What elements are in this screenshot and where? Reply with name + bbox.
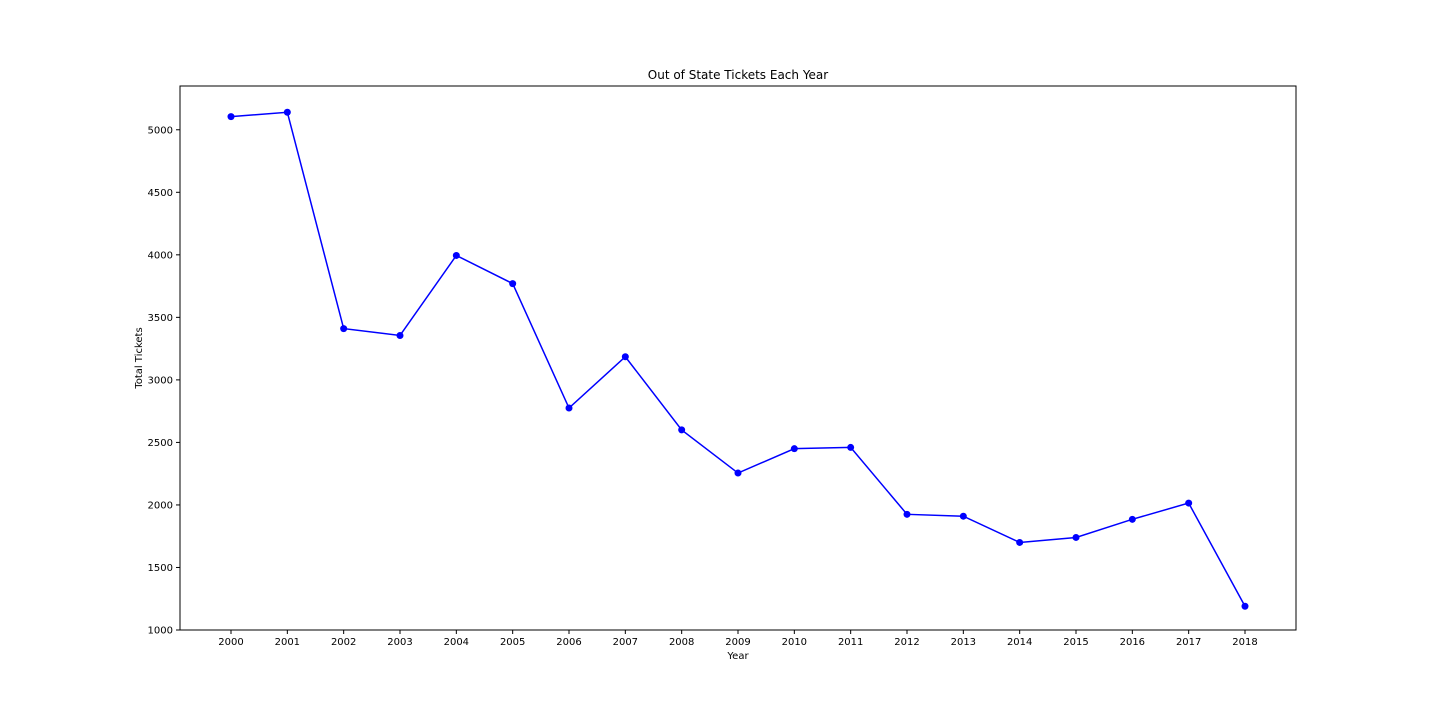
x-tick-label: 2012 [894, 637, 919, 648]
chart-title: Out of State Tickets Each Year [648, 68, 829, 82]
x-tick-label: 2001 [275, 637, 300, 648]
x-tick-label: 2004 [444, 637, 469, 648]
x-tick-label: 2018 [1232, 637, 1257, 648]
x-tick-label: 2010 [782, 637, 807, 648]
x-tick-label: 2014 [1007, 637, 1032, 648]
y-axis-ticks: 1000 1500 2000 2500 3000 3500 4000 4500 5000 [148, 125, 180, 637]
data-point-2017 [1185, 499, 1193, 507]
x-tick-label: 2013 [951, 637, 976, 648]
y-tick-label: 1500 [148, 563, 173, 574]
data-point-2018 [1241, 602, 1249, 610]
data-point-2012 [903, 510, 911, 518]
x-tick-label: 2008 [669, 637, 694, 648]
x-tick-label: 2007 [613, 637, 638, 648]
y-tick-label: 1000 [148, 626, 173, 637]
y-tick-label: 2000 [148, 500, 173, 511]
x-tick-label: 2016 [1120, 637, 1145, 648]
data-point-2010 [790, 445, 798, 453]
data-point-2002 [340, 325, 348, 333]
y-axis-label: Total Tickets [134, 327, 145, 389]
x-tick-label: 2006 [556, 637, 581, 648]
data-point-2011 [847, 443, 855, 451]
x-tick-label: 2000 [218, 637, 243, 648]
y-tick-label: 5000 [148, 125, 173, 136]
data-point-2015 [1072, 533, 1080, 541]
y-tick-label: 4000 [148, 250, 173, 261]
data-point-2009 [734, 469, 742, 477]
y-tick-label: 4500 [148, 188, 173, 199]
y-tick-label: 3500 [148, 313, 173, 324]
x-tick-label: 2015 [1063, 637, 1088, 648]
x-axis-ticks: 2000 2001 2002 2003 2004 2005 2006 2007 2008 2009… [218, 630, 1258, 648]
data-point-2008 [678, 426, 686, 434]
data-point-2000 [227, 113, 235, 121]
x-tick-label: 2003 [387, 637, 412, 648]
data-point-2004 [452, 251, 460, 259]
plot-frame [179, 85, 1297, 631]
x-tick-label: 2011 [838, 637, 863, 648]
data-point-2016 [1128, 515, 1136, 523]
data-point-2005 [509, 280, 517, 288]
data-point-2006 [565, 404, 573, 412]
x-tick-label: 2005 [500, 637, 525, 648]
plot-series [227, 108, 1249, 610]
x-axis-label: Year [726, 651, 749, 662]
x-tick-label: 2009 [725, 637, 750, 648]
y-tick-label: 3000 [148, 375, 173, 386]
data-point-2014 [1016, 538, 1024, 546]
data-point-2001 [283, 108, 291, 116]
data-point-2007 [621, 353, 629, 361]
y-tick-label: 2500 [148, 438, 173, 449]
x-tick-label: 2002 [331, 637, 356, 648]
data-point-2013 [959, 512, 967, 520]
x-tick-label: 2017 [1176, 637, 1201, 648]
data-point-2003 [396, 331, 404, 339]
